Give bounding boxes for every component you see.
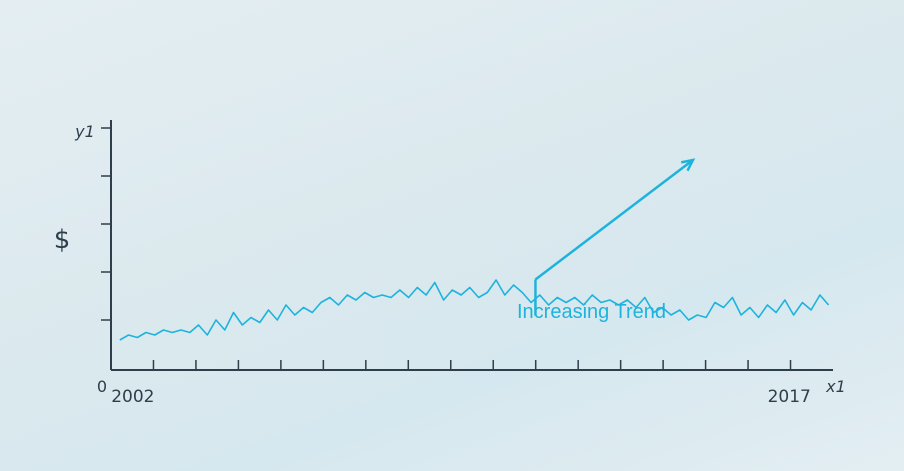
axes	[110, 120, 833, 371]
trend-arrow	[534, 158, 696, 316]
x-tick-label: 2002	[111, 387, 154, 407]
y-unit-symbol: $	[54, 225, 71, 255]
arrow-shaft	[534, 159, 694, 281]
arrow-head	[680, 158, 696, 172]
annotation-label: Increasing Trend	[517, 301, 666, 323]
x-axis-label: x1	[825, 377, 846, 396]
series-line	[119, 279, 830, 341]
y-axis-label: y1	[74, 122, 95, 141]
x-tick-label: 2017	[768, 387, 811, 407]
origin-label: 0	[97, 377, 107, 396]
axis-ticks: 2002 2017	[101, 127, 811, 407]
